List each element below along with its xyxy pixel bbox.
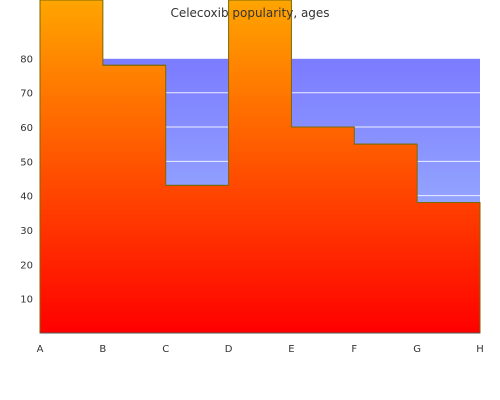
x-tick-label-E: E	[288, 344, 294, 355]
y-tick-label-40: 40	[20, 192, 33, 203]
x-tick-label-C: C	[162, 344, 169, 355]
series-layer	[39, 0, 481, 334]
y-tick-label-20: 20	[20, 260, 33, 271]
x-tick-label-B: B	[99, 344, 106, 355]
y-tick-layer: 10 20 30 40 50 60 70 80	[20, 54, 33, 305]
x-tick-layer: A B C D E F G H	[37, 344, 484, 355]
y-tick-label-70: 70	[20, 89, 33, 100]
axis-layer	[39, 0, 480, 334]
y-tick-label-80: 80	[20, 54, 33, 65]
x-tick-label-G: G	[413, 344, 421, 355]
y-tick-label-50: 50	[20, 157, 33, 168]
series-area	[39, 0, 481, 334]
chart-title: Celecoxib popularity, ages	[170, 6, 329, 20]
x-tick-label-H: H	[476, 344, 484, 355]
x-tick-label-A: A	[37, 344, 44, 355]
y-tick-label-60: 60	[20, 123, 33, 134]
y-tick-label-10: 10	[20, 295, 33, 306]
x-tick-label-D: D	[225, 344, 233, 355]
x-tick-label-F: F	[351, 344, 357, 355]
y-tick-label-30: 30	[20, 226, 33, 237]
